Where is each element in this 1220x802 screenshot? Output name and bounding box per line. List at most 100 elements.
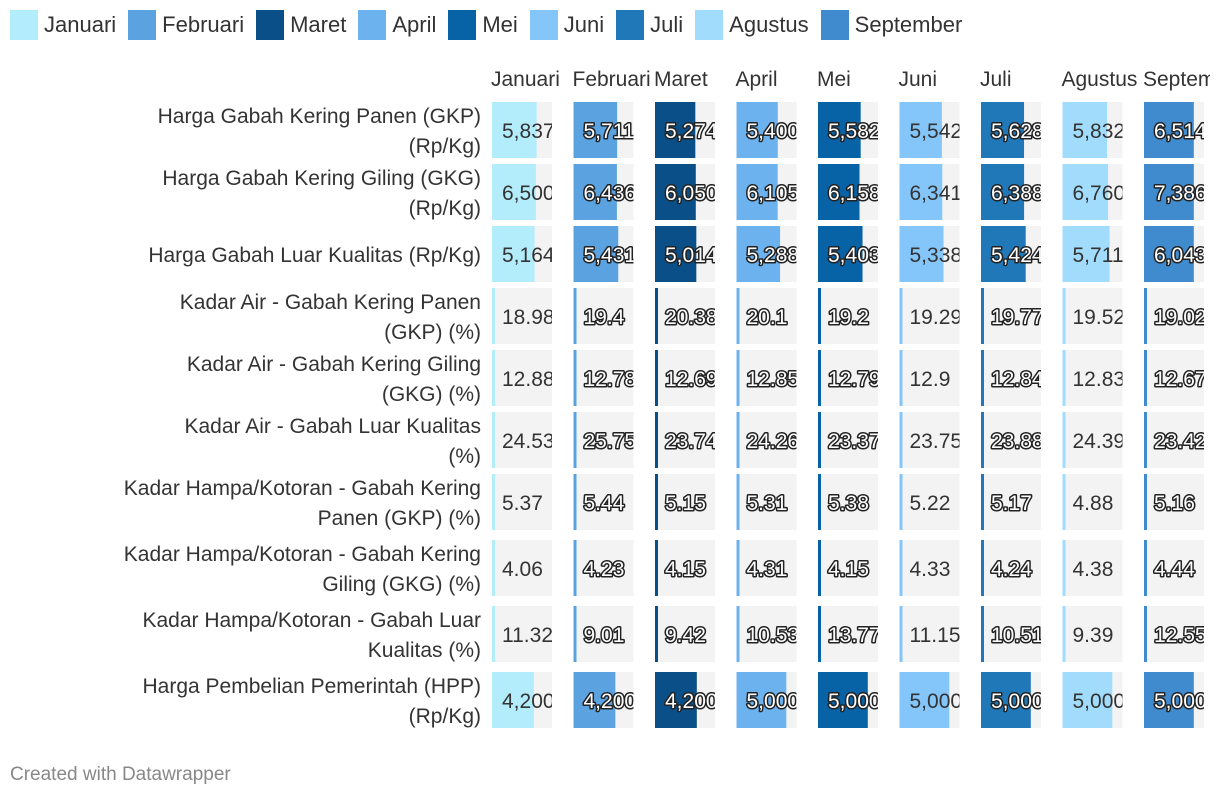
bar (573, 540, 577, 596)
bar-background (1062, 350, 1123, 406)
data-label: 13.77 (828, 624, 881, 647)
bar-background (655, 412, 715, 468)
bar-background (492, 288, 552, 344)
data-label: 5,000 (828, 690, 881, 713)
data-label: 5.37 (502, 492, 543, 515)
bar-background (1062, 412, 1123, 468)
row-label: Kadar Hampa/Kotoran - Gabah Luar Kualitas… (142, 609, 481, 662)
data-label: 4.23 (584, 558, 625, 581)
bar (1144, 412, 1147, 468)
bar-background (1062, 540, 1123, 596)
bar (1144, 672, 1194, 728)
bar (818, 412, 821, 468)
bar-background (1062, 288, 1123, 344)
bar (736, 350, 740, 406)
data-label: 6,500.8 (502, 182, 572, 205)
row-label: Harga Gabah Kering Panen (GKP) (Rp/Kg) (158, 105, 481, 158)
bar (573, 606, 577, 662)
column-header: Juli (980, 68, 1012, 91)
bar (818, 606, 821, 662)
bar-background (573, 350, 634, 406)
bar-background (1062, 474, 1123, 530)
legend-swatch (10, 10, 38, 40)
row-label: Kadar Air - Gabah Kering Panen (GKP) (%) (180, 291, 481, 344)
legend-swatch (448, 10, 477, 40)
bar (818, 226, 863, 282)
data-label: 23.37 (828, 430, 881, 453)
bar (655, 672, 697, 728)
bar (899, 102, 942, 158)
column-header: Maret (654, 68, 708, 91)
bar (818, 164, 860, 220)
bar (1144, 288, 1147, 344)
bar-background (899, 350, 960, 406)
bar (655, 474, 658, 530)
bar (655, 288, 658, 344)
bar-background (573, 288, 634, 344)
legend-label: Juli (650, 12, 684, 37)
bar (573, 474, 577, 530)
bar (981, 226, 1026, 282)
data-label: 19.29 (910, 306, 963, 329)
bar (655, 226, 697, 282)
data-label: 19.2 (828, 306, 869, 329)
legend-label: September (854, 12, 963, 37)
bar (736, 288, 740, 344)
data-label: 5,628.5 (991, 120, 1061, 143)
bar (1062, 102, 1108, 158)
column-header: Juni (899, 68, 938, 91)
bar (492, 350, 495, 406)
bar (1062, 226, 1110, 282)
bar (1144, 606, 1147, 662)
data-label: 5.38 (828, 492, 869, 515)
bar-background (573, 412, 634, 468)
data-label: 5.31 (747, 492, 788, 515)
bar (655, 540, 658, 596)
data-label: 6,436.5 (584, 182, 654, 205)
data-label: 5,164.2 (502, 244, 572, 267)
data-label: 6,158.0 (828, 182, 898, 205)
bar (818, 474, 821, 530)
legend-label: Juni (563, 12, 605, 37)
legend-label: Februari (162, 12, 245, 37)
bar (1144, 540, 1147, 596)
data-label: 5,424.2 (991, 244, 1061, 267)
bar (492, 288, 495, 344)
data-label: 4.44 (1154, 558, 1195, 581)
bar-background (736, 606, 797, 662)
data-label: 5,542.5 (910, 120, 980, 143)
bar (981, 412, 984, 468)
legend-swatch (529, 10, 558, 40)
data-label: 5,000 (1073, 690, 1126, 713)
bar (899, 288, 903, 344)
legend-item: September (820, 10, 963, 40)
bar (1144, 350, 1147, 406)
data-label: 23.74 (665, 430, 718, 453)
data-label: 4.38 (1073, 558, 1114, 581)
bar (1062, 412, 1066, 468)
bar-background (492, 412, 552, 468)
bar (1062, 540, 1066, 596)
data-label: 4,200 (665, 690, 718, 713)
row-label: Harga Pembelian Pemerintah (HPP) (Rp/Kg) (143, 675, 481, 728)
bar (981, 102, 1025, 158)
row-label: Harga Gabah Kering Giling (GKG) (Rp/Kg) (162, 167, 481, 220)
data-label: 5,400.8 (747, 120, 817, 143)
row-label: Kadar Hampa/Kotoran - Gabah Kering Giling… (124, 543, 481, 596)
data-label: 5,711.2 (584, 120, 653, 143)
bar-background (736, 412, 797, 468)
data-label: 9.01 (584, 624, 625, 647)
legend-label: April (392, 12, 437, 37)
data-label: 20.38 (665, 306, 718, 329)
data-label: 11.32 (502, 624, 553, 647)
data-label: 5.16 (1154, 492, 1195, 515)
column-header: Agustus (1062, 68, 1138, 91)
legend-item: Agustus (695, 10, 809, 40)
bar-background (655, 606, 715, 662)
data-label: 12.67 (1154, 368, 1207, 391)
legend-swatch (616, 10, 645, 40)
data-label: 24.53 (502, 430, 555, 453)
legend-swatch (695, 10, 724, 40)
bar (981, 540, 984, 596)
bar-background (1144, 412, 1204, 468)
